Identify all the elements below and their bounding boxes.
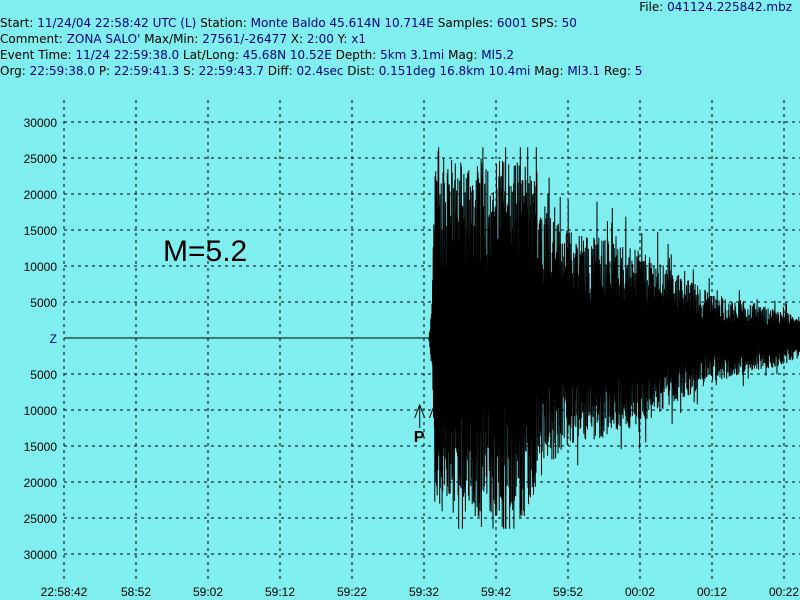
y-tick-label: 30000 <box>24 548 58 562</box>
comment-label: Comment: <box>0 32 63 46</box>
y-tick-label: 5000 <box>30 296 57 310</box>
y-scale-value: x1 <box>351 32 367 46</box>
trace-line <box>64 147 800 529</box>
x-tick-label: 59:12 <box>265 585 295 599</box>
depth-label: Depth: <box>335 48 377 62</box>
x-scale-label: X: <box>290 32 304 46</box>
depth-value: 5km 3.1mi <box>380 48 445 62</box>
phase-pick-label: S <box>436 435 447 452</box>
mag-value: Ml5.2 <box>481 48 515 62</box>
sps-value: 50 <box>561 16 577 30</box>
diff-label: Diff: <box>267 64 293 78</box>
latlong-value: 45.68N 10.52E <box>242 48 332 62</box>
phase-pick-label: P <box>414 429 425 446</box>
reg-label: Reg: <box>604 64 631 78</box>
org-label: Org: <box>0 64 26 78</box>
samples-label: Samples: <box>437 16 494 30</box>
maxmin-value: 27561/-26477 <box>202 32 287 46</box>
x-tick-label: 59:22 <box>337 585 367 599</box>
p-label: P: <box>98 64 111 78</box>
x-tick-label: 59:42 <box>481 585 511 599</box>
magnitude-annotation: M=5.2 <box>163 235 247 268</box>
y-tick-label: 25000 <box>24 512 58 526</box>
dist-value: 0.151deg 16.8km 10.4mi <box>378 64 531 78</box>
event-time-value: 11/24 22:59:38.0 <box>75 48 180 62</box>
file-value: 041124.225842.mbz <box>667 0 792 14</box>
mag2-value: Ml3.1 <box>567 64 601 78</box>
x-tick-label: 22:58:42 <box>41 585 88 599</box>
y-tick-label: 30000 <box>24 116 58 130</box>
sps-label: SPS: <box>531 16 558 30</box>
mag-label: Mag: <box>448 48 478 62</box>
y-scale-label: Y: <box>337 32 348 46</box>
y-tick-label: 15000 <box>24 440 58 454</box>
y-tick-label: 20000 <box>24 476 58 490</box>
y-tick-label: 20000 <box>24 188 58 202</box>
x-tick-label: 00:22 <box>769 585 799 599</box>
x-tick-label: 59:52 <box>553 585 583 599</box>
comment-line: Comment: ZONA SALO' Max/Min: 27561/-2647… <box>0 32 366 46</box>
start-label: Start: <box>0 16 34 30</box>
y-tick-label: 25000 <box>24 152 58 166</box>
x-tick-labels: 22:58:42 58:52 59:02 59:12 59:22 59:32 59:42 59… <box>41 585 800 599</box>
latlong-label: Lat/Long: <box>183 48 239 62</box>
y-tick-label: 5000 <box>30 368 57 382</box>
x-tick-label: 00:12 <box>697 585 727 599</box>
channel-label: Z <box>50 332 57 346</box>
comment-value: ZONA SALO' <box>66 32 141 46</box>
x-tick-label: 59:02 <box>193 585 223 599</box>
event-line: Event Time: 11/24 22:59:38.0 Lat/Long: 4… <box>0 48 514 62</box>
y-tick-label: 10000 <box>24 260 58 274</box>
origin-line: Org: 22:59:38.0 P: 22:59:41.3 S: 22:59:4… <box>0 64 642 78</box>
mag2-label: Mag: <box>534 64 564 78</box>
file-label: File: <box>639 0 664 14</box>
start-line: Start: 11/24/04 22:58:42 UTC (L) Station… <box>0 16 577 30</box>
y-tick-labels: 30000 25000 20000 15000 10000 5000 Z 5000 10000 1… <box>24 116 58 562</box>
dist-label: Dist: <box>347 64 375 78</box>
s-label: S: <box>183 64 195 78</box>
seismic-trace <box>64 147 800 529</box>
samples-value: 6001 <box>496 16 528 30</box>
event-time-label: Event Time: <box>0 48 72 62</box>
station-value: Monte Baldo 45.614N 10.714E <box>250 16 434 30</box>
start-value: 11/24/04 22:58:42 UTC (L) <box>37 16 197 30</box>
file-line: File: 041124.225842.mbz <box>639 0 792 14</box>
x-tick-label: 59:32 <box>409 585 439 599</box>
y-tick-label: 10000 <box>24 404 58 418</box>
p-value: 22:59:41.3 <box>113 64 180 78</box>
x-tick-label: 00:02 <box>625 585 655 599</box>
x-scale-value: 2:00 <box>306 32 334 46</box>
reg-value: 5 <box>634 64 643 78</box>
org-value: 22:59:38.0 <box>29 64 95 78</box>
station-label: Station: <box>200 16 247 30</box>
y-tick-label: 15000 <box>24 224 58 238</box>
s-value: 22:59:43.7 <box>198 64 264 78</box>
x-tick-label: 58:52 <box>121 585 151 599</box>
diff-value: 02.4sec <box>296 64 344 78</box>
maxmin-label: Max/Min: <box>144 32 199 46</box>
